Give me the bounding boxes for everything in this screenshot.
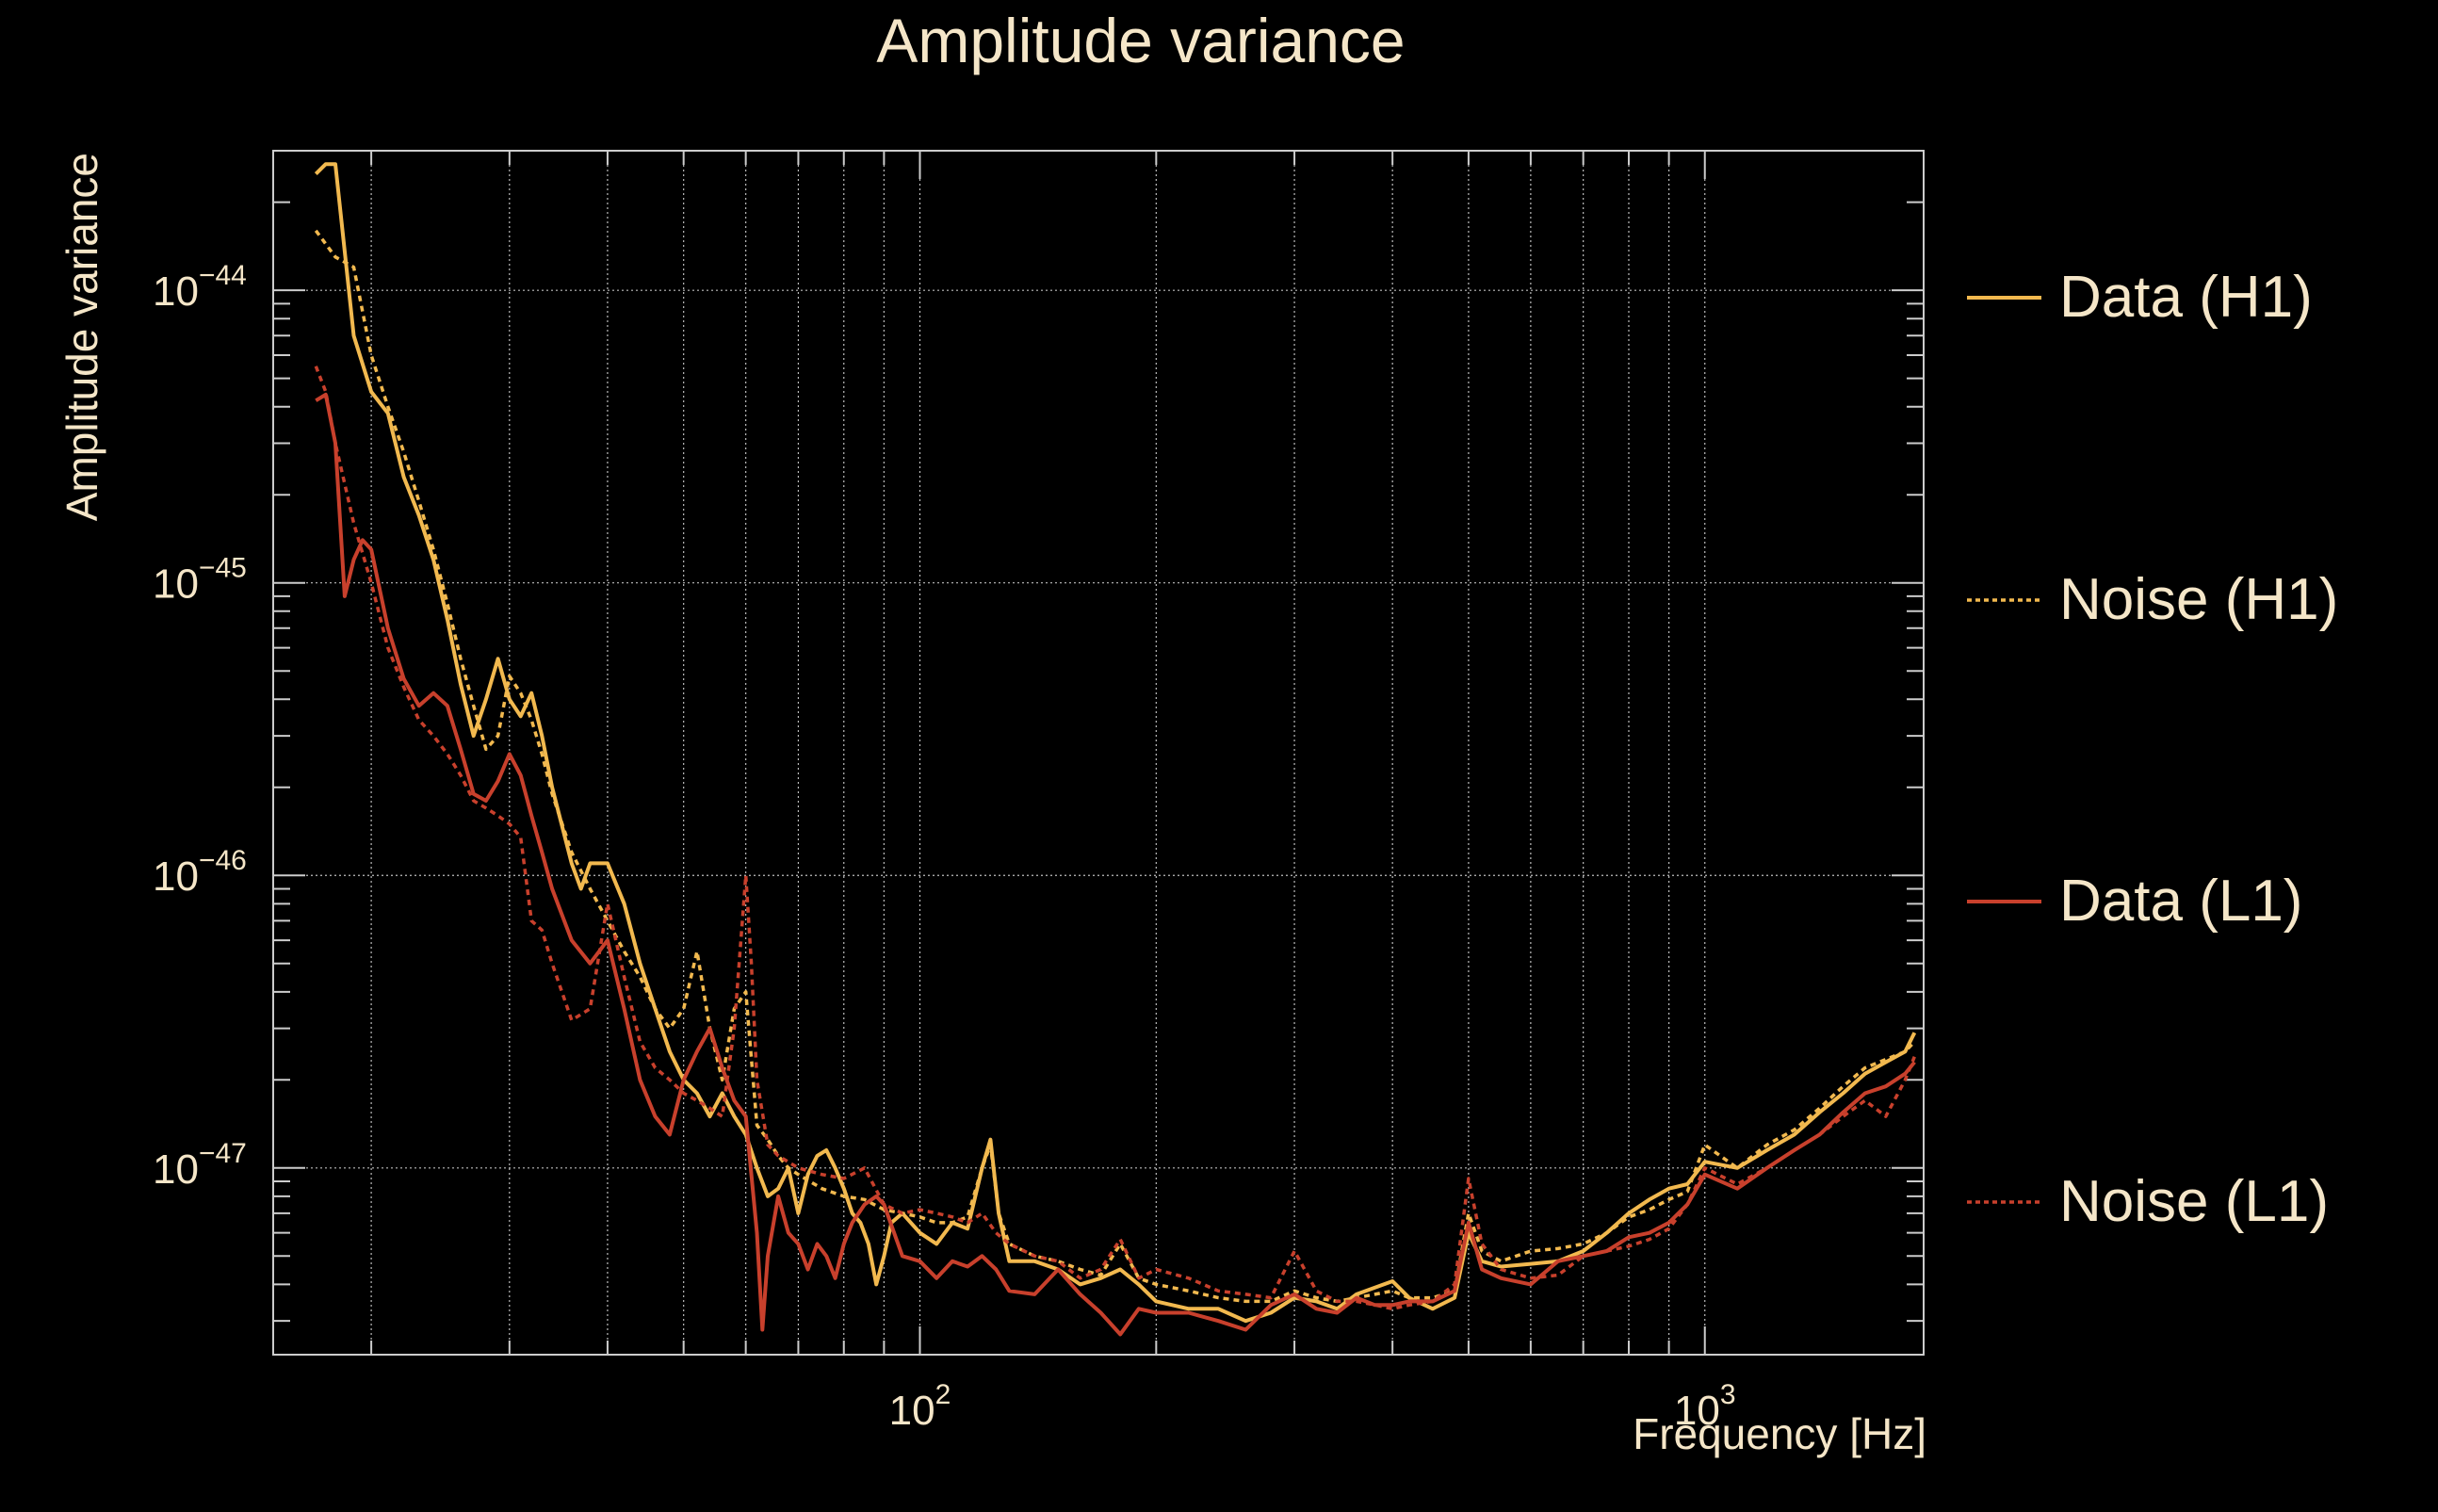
legend-label: Noise (H1)	[2059, 567, 2338, 632]
legend-label: Data (H1)	[2059, 265, 2313, 330]
y-tick-label: 10−46	[153, 845, 247, 900]
legend-label: Noise (L1)	[2059, 1169, 2329, 1234]
x-axis-label: Frequency [Hz]	[1633, 1409, 1926, 1458]
y-axis-label: Amplitude variance	[57, 153, 106, 521]
chart-title: Amplitude variance	[876, 6, 1405, 75]
legend: Data (H1) Noise (H1) Data (L1) Noise (L1)	[1967, 265, 2338, 1234]
series-line-4	[314, 366, 1916, 1311]
plot-frame	[272, 150, 1925, 1356]
x-tick-label: 103	[1674, 1379, 1736, 1434]
y-tick-label: 10−44	[153, 260, 247, 315]
y-tick-label: 10−45	[153, 553, 247, 608]
legend-label: Data (L1)	[2059, 869, 2302, 934]
series-line-2	[314, 229, 1916, 1304]
series-line-3	[315, 392, 1916, 1337]
axes: 102 103 10−44 10−45 10−46 10−47	[153, 150, 1925, 1434]
series-lines	[314, 162, 1917, 1337]
x-tick-label: 102	[889, 1379, 951, 1434]
y-tick-label: 10−47	[153, 1138, 247, 1193]
